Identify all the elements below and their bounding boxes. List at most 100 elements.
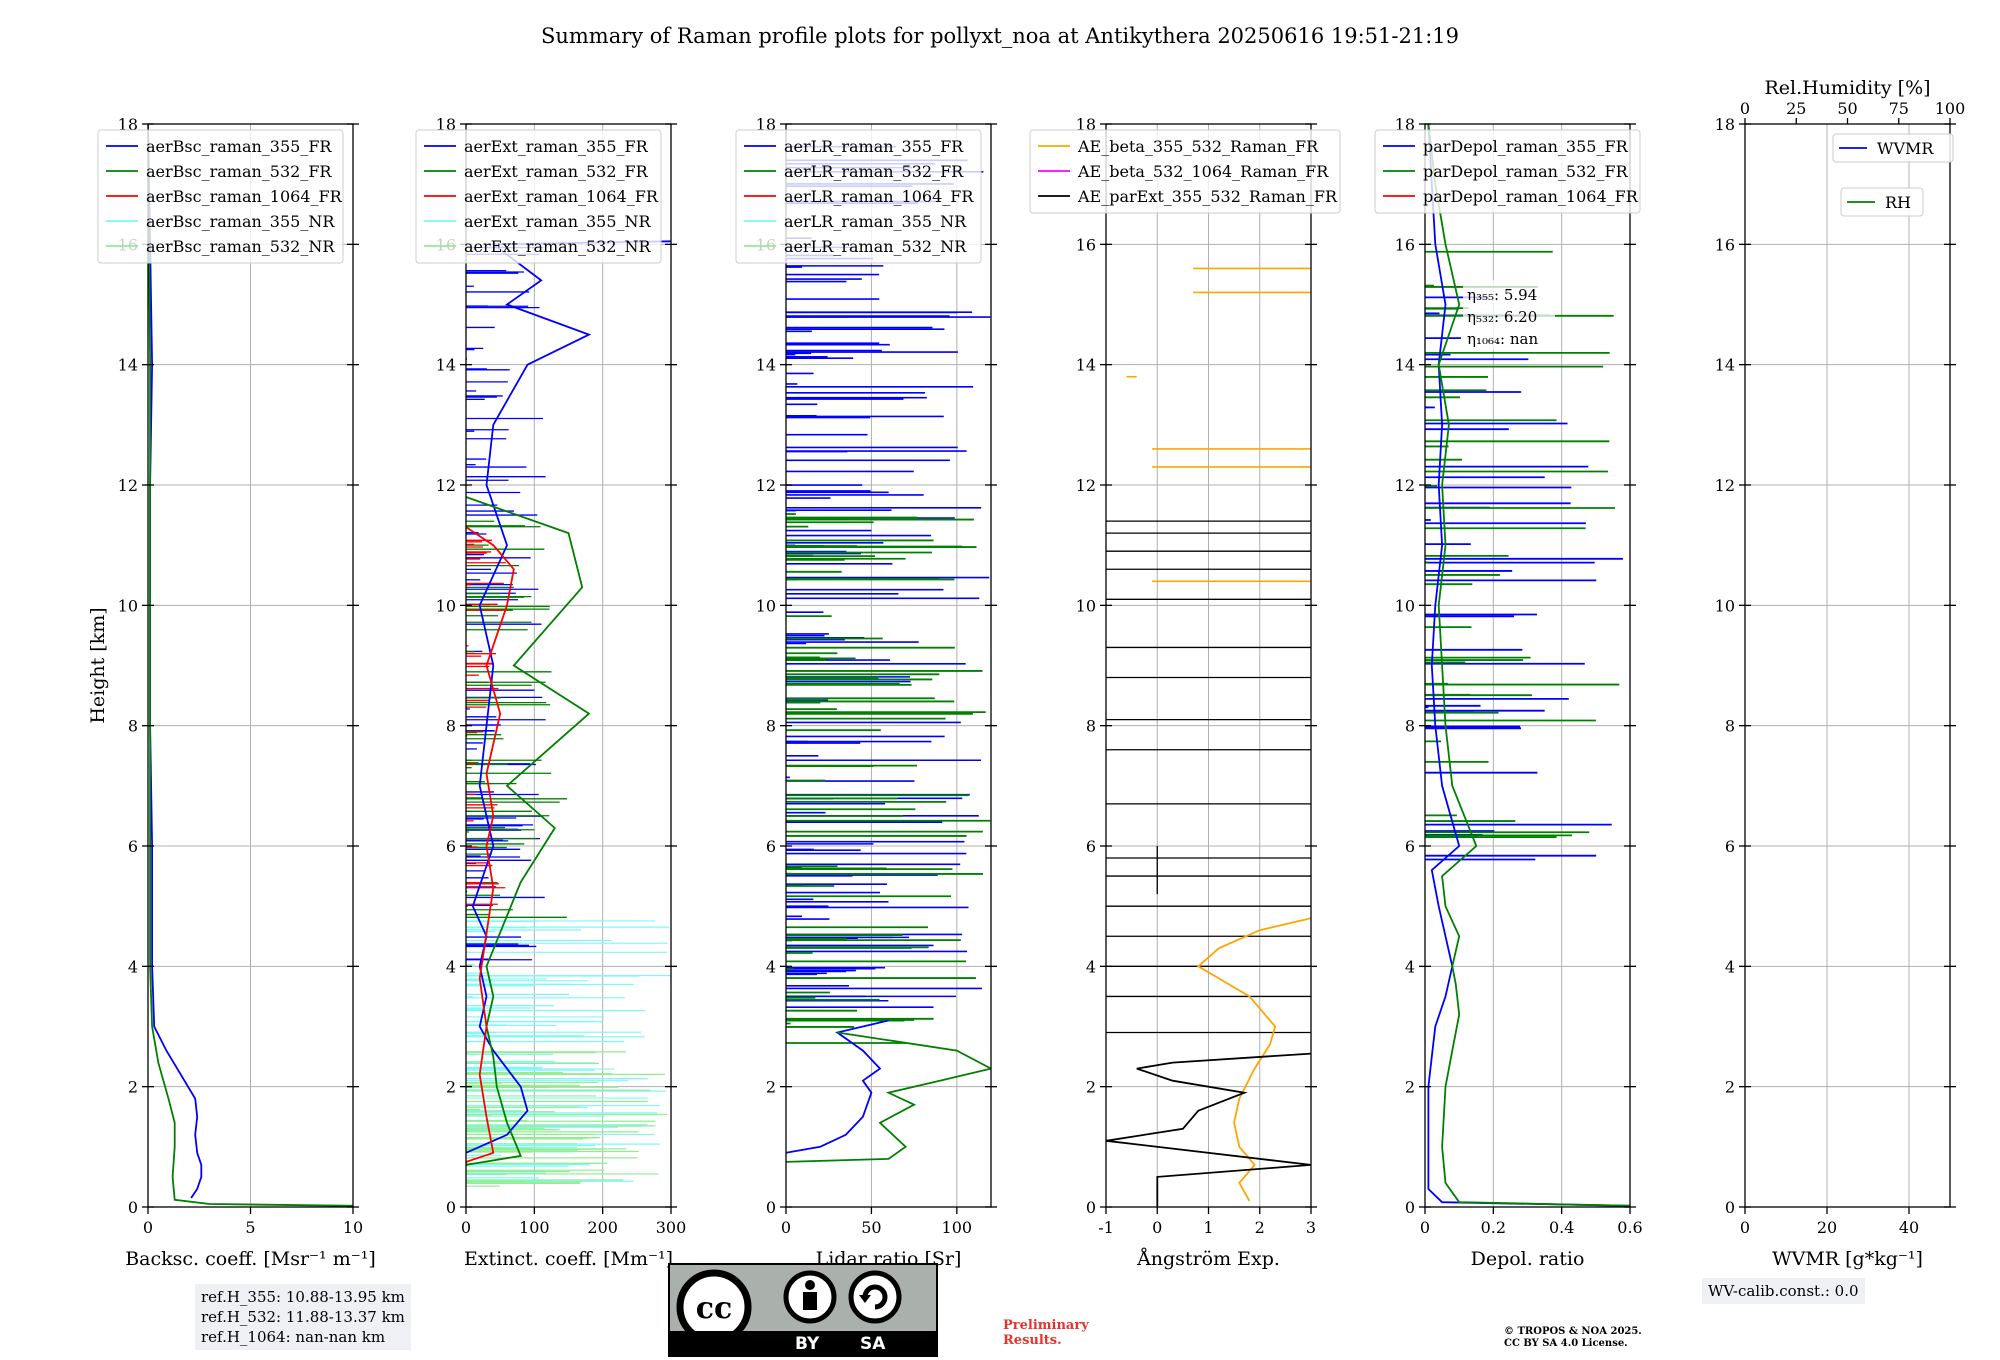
y-tick-label: 18 [1395, 115, 1415, 134]
x-tick-label: 0 [1420, 1218, 1430, 1237]
plot-frame [465, 123, 672, 1208]
y-tick-label: 10 [436, 596, 456, 615]
panel-lidar-ratio: 024681012141618050100Lidar ratio [Sr]aer… [735, 115, 997, 1270]
y-tick-label: 14 [436, 356, 456, 375]
legend-entry: aerLR_raman_1064_FR [784, 187, 974, 206]
y-tick-label: 12 [436, 476, 456, 495]
y-tick-label: 18 [1076, 115, 1096, 134]
annotation-text: η₅₃₂: 6.20 [1467, 308, 1537, 326]
series-parDepol_raman_532_FR [1427, 124, 1630, 1207]
x-tick-label: 0.4 [1549, 1218, 1574, 1237]
x2-tick-label: 0 [1740, 99, 1750, 118]
panel-depolarization: 0 2 4 6 8 10 12 14 16 18 0 0.2 0.4 0.6 Depol. ratio par… [1374, 115, 1643, 1270]
y-tick-label: 14 [118, 356, 138, 375]
y-tick-label: 16 [1715, 235, 1735, 254]
y-tick-label: 2 [766, 1078, 776, 1097]
panel-extinction: 0246810121416180100200300Extinct. coeff.… [415, 115, 687, 1270]
y-tick-label: 4 [1405, 957, 1415, 976]
x-tick-label: 0 [1152, 1218, 1162, 1237]
ref-height-1064: ref.H_1064: nan-nan km [201, 1328, 386, 1346]
legend-box [1029, 129, 1341, 214]
x-axis-label: Depol. ratio [1471, 1248, 1585, 1270]
copyright-line-2: CC BY SA 4.0 License. [1504, 1338, 1628, 1349]
legend-entry: aerBsc_raman_532_FR [146, 162, 332, 181]
y-tick-label: 0 [766, 1198, 776, 1217]
legend-entry: AE_parExt_355_532_Raman_FR [1077, 187, 1338, 206]
y-tick-label: 8 [766, 717, 776, 736]
y-tick-label: 10 [118, 596, 138, 615]
legend-entry: AE_beta_355_532_Raman_FR [1077, 137, 1319, 156]
legend-entry: aerExt_raman_355_NR [464, 212, 652, 231]
y-tick-label: 12 [756, 476, 776, 495]
wv-calibration-box: WV-calib.const.: 0.0 [1702, 1278, 1865, 1304]
x-axis-label: Backsc. coeff. [Msr⁻¹ m⁻¹] [125, 1248, 376, 1270]
y-tick-label: 0 [128, 1198, 138, 1217]
x-tick-label: 20 [1817, 1218, 1837, 1237]
x-tick-label: 50 [861, 1218, 881, 1237]
panel-backscatter: 0246810121416180510Backsc. coeff. [Msr⁻¹… [87, 115, 376, 1270]
cc-by-sa-license-badge: cc BY SA [668, 1263, 938, 1357]
series-aerLR_raman_355_FR [786, 1019, 889, 1154]
y-tick-label: 6 [1725, 837, 1735, 856]
preliminary-line-1: Preliminary [1003, 1318, 1089, 1333]
x-tick-label: -1 [1098, 1218, 1114, 1237]
legend-entry: aerExt_raman_1064_FR [464, 187, 659, 206]
legend-box [1374, 129, 1641, 214]
y-tick-label: 6 [128, 837, 138, 856]
y-tick-label: 14 [1395, 356, 1415, 375]
y-tick-label: 18 [118, 115, 138, 134]
reference-heights-box: ref.H_355: 10.88-13.95 km ref.H_532: 11.… [195, 1284, 411, 1350]
legend-entry: aerBsc_raman_355_FR [146, 137, 332, 156]
legend-entry: parDepol_raman_1064_FR [1423, 187, 1639, 206]
y-axis-label: Height [km] [87, 607, 109, 723]
x-tick-label: 0 [1740, 1218, 1750, 1237]
y-tick-label: 4 [1086, 957, 1096, 976]
preliminary-line-2: Results. [1003, 1333, 1062, 1348]
y-tick-label: 6 [766, 837, 776, 856]
y-tick-label: 14 [1076, 356, 1096, 375]
legend-entry: parDepol_raman_532_FR [1423, 162, 1629, 181]
y-tick-label: 10 [1395, 596, 1415, 615]
y-tick-label: 16 [1076, 235, 1096, 254]
x-tick-label: 300 [656, 1218, 687, 1237]
svg-text:cc: cc [696, 1291, 733, 1326]
y-tick-label: 6 [446, 837, 456, 856]
y-tick-label: 18 [756, 115, 776, 134]
x2-tick-label: 75 [1889, 99, 1909, 118]
legend-box [1832, 133, 1954, 163]
y-tick-label: 10 [756, 596, 776, 615]
wv-calib-const: WV-calib.const.: 0.0 [1708, 1282, 1859, 1300]
x-tick-label: 200 [587, 1218, 618, 1237]
noise-layer [786, 145, 991, 1044]
x2-axis-label: Rel.Humidity [%] [1764, 77, 1930, 99]
series-AE_parExt_355_532_Raman_FR [1106, 1052, 1311, 1207]
legend-box [735, 129, 982, 264]
y-tick-label: 2 [446, 1078, 456, 1097]
y-tick-label: 2 [1725, 1078, 1735, 1097]
y-tick-label: 12 [1076, 476, 1096, 495]
x-tick-label: 2 [1255, 1218, 1265, 1237]
legend-entry: aerBsc_raman_532_NR [146, 237, 335, 256]
cc-icon: cc [676, 1269, 902, 1345]
legend-box [415, 129, 662, 264]
x-tick-label: 0 [143, 1218, 153, 1237]
y-tick-label: 8 [1405, 717, 1415, 736]
y-tick-label: 2 [1405, 1078, 1415, 1097]
y-tick-label: 8 [446, 717, 456, 736]
y-tick-label: 14 [756, 356, 776, 375]
cc-sa-label: SA [860, 1334, 886, 1354]
legend-entry: parDepol_raman_355_FR [1423, 137, 1629, 156]
series-aerExt_raman_532_FR [466, 496, 591, 1166]
series-aerLR_raman_532_FR [786, 1031, 991, 1163]
noise-layer [1425, 250, 1623, 861]
y-tick-label: 8 [1086, 717, 1096, 736]
legend-entry: aerLR_raman_355_NR [784, 212, 967, 231]
x-axis-label: WVMR [g*kg⁻¹] [1772, 1248, 1923, 1270]
series-aerBsc_raman_532_FR [148, 124, 353, 1207]
x2-tick-label: 100 [1935, 99, 1966, 118]
panel-wvmr: 0 2 4 6 8 10 12 14 16 18 0 20 40 WVMR [g*kg⁻¹] 0 25 50 75… [1715, 77, 1966, 1270]
x-tick-label: 100 [942, 1218, 973, 1237]
y-tick-label: 12 [1395, 476, 1415, 495]
legend-entry: aerLR_raman_532_FR [784, 162, 964, 181]
